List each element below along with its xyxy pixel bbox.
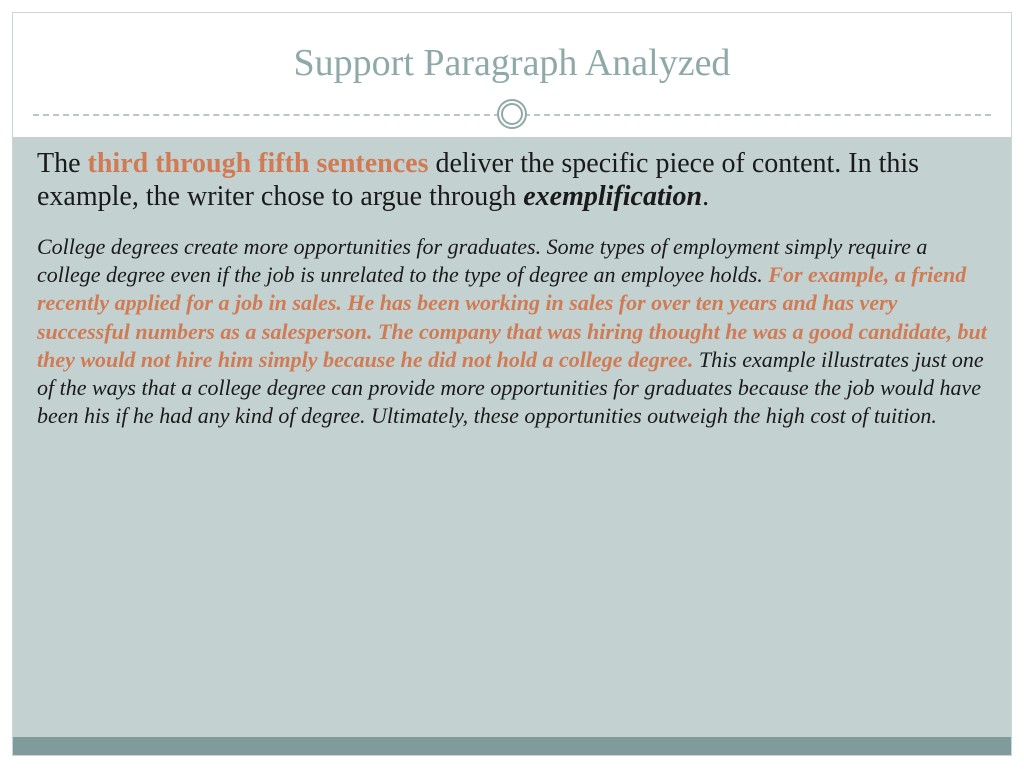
intro-accent: third through fifth sentences <box>88 148 429 179</box>
title-area: Support Paragraph Analyzed <box>13 13 1011 99</box>
divider <box>13 99 1011 129</box>
intro-emphasis: exemplification <box>523 181 702 212</box>
intro-text-1: The <box>37 148 88 179</box>
intro-paragraph: The third through fifth sentences delive… <box>37 147 987 213</box>
ring-ornament <box>497 99 527 129</box>
intro-text-3: . <box>702 181 709 212</box>
slide: Support Paragraph Analyzed The third thr… <box>12 12 1012 756</box>
bottom-bar <box>13 737 1011 755</box>
content-area: The third through fifth sentences delive… <box>13 137 1011 737</box>
body-paragraph: College degrees create more opportunitie… <box>37 233 987 430</box>
slide-title: Support Paragraph Analyzed <box>13 41 1011 85</box>
